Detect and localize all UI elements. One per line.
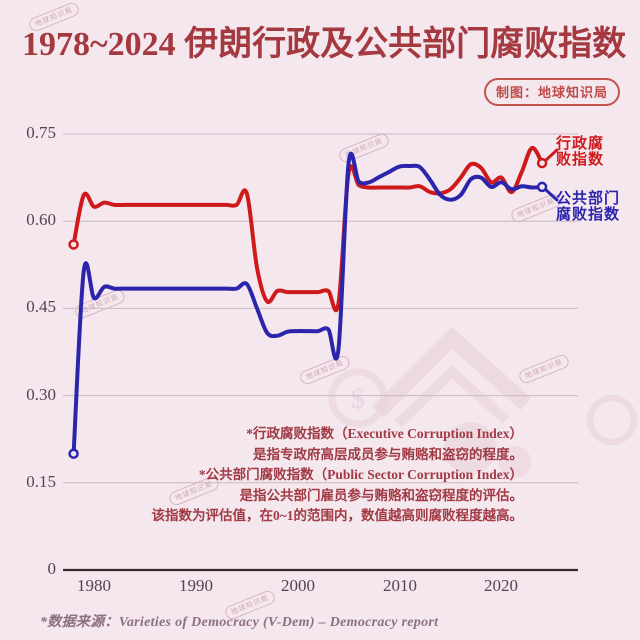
y-tick-label: 0.30 [26, 385, 56, 404]
legend-public-sector-index: 公共部门 腐败指数 [556, 191, 620, 223]
note-line: 是指公共部门雇员参与贿赂和盗窃程度的评估。 [239, 487, 524, 503]
y-tick-label: 0 [47, 559, 57, 578]
credit-badge: 制图：地球知识局 [483, 78, 620, 106]
note-line: 该指数为评估值，在0~1的范围内，数值越高则腐败程度越高。 [151, 508, 523, 523]
note-line: 是指专政府高层成员参与贿赂和盗窃的程度。 [253, 446, 523, 462]
y-tick-label: 0.15 [26, 472, 56, 491]
x-tick-label: 2020 [484, 576, 518, 595]
chart-series-lines [71, 146, 545, 456]
note-line: *公共部门腐败指数（Public Sector Corruption Index… [198, 467, 523, 482]
y-tick-label: 0.45 [26, 297, 56, 316]
legend-executive-line1: 行政腐 [556, 136, 605, 152]
chart-endpoint-markers [68, 157, 548, 459]
index-definition-note: *行政腐败指数（Executive Corruption Index） 是指专政… [151, 424, 523, 527]
x-tick-label: 2010 [383, 576, 417, 595]
x-tick-label: 2000 [281, 576, 315, 595]
x-tick-label: 1980 [77, 576, 111, 595]
legend-executive-line2: 败指数 [556, 152, 605, 168]
chart-gridlines [63, 133, 578, 484]
legend-public-line2: 腐败指数 [556, 207, 621, 223]
legend-leader-lines [544, 148, 559, 202]
legend-executive-index: 行政腐 败指数 [556, 136, 604, 168]
data-source-note: *数据来源：Varieties of Democracy (V-Dem) – D… [40, 615, 439, 630]
y-tick-label: 0.60 [26, 210, 56, 229]
y-tick-label: 0.75 [26, 123, 56, 142]
page-title: 1978~2024 伊朗行政及公共部门腐败指数 [22, 26, 627, 63]
x-tick-label: 1990 [179, 576, 213, 595]
legend-public-line1: 公共部门 [556, 191, 621, 207]
note-line: *行政腐败指数（Executive Corruption Index） [246, 426, 523, 441]
